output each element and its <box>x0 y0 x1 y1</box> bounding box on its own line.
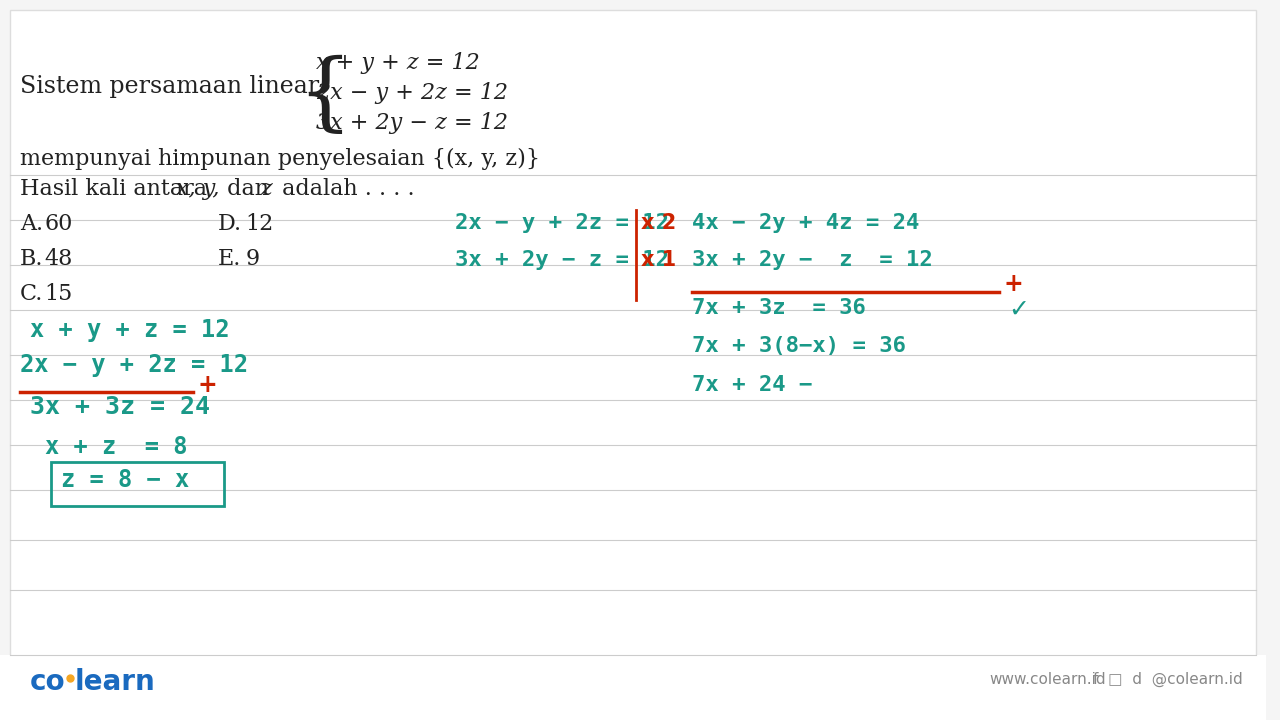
Text: 2x − y + 2z = 12: 2x − y + 2z = 12 <box>316 82 508 104</box>
Text: 15: 15 <box>45 283 73 305</box>
Text: 3x + 2y − z = 12: 3x + 2y − z = 12 <box>316 112 508 134</box>
Text: 12: 12 <box>246 213 274 235</box>
Text: learn: learn <box>74 668 155 696</box>
Text: f  □  d  @colearn.id: f □ d @colearn.id <box>1093 672 1243 687</box>
Text: 9: 9 <box>246 248 260 270</box>
Text: 2x − y + 2z = 12: 2x − y + 2z = 12 <box>454 213 669 233</box>
Text: A.: A. <box>19 213 44 235</box>
Text: mempunyai himpunan penyelesaian {(x, y, z)}: mempunyai himpunan penyelesaian {(x, y, … <box>19 148 540 170</box>
Text: 7x + 24 −: 7x + 24 − <box>692 375 813 395</box>
Text: 2x − y + 2z = 12: 2x − y + 2z = 12 <box>19 353 248 377</box>
Text: co: co <box>29 668 65 696</box>
Text: x 2: x 2 <box>641 213 676 233</box>
Text: 48: 48 <box>45 248 73 270</box>
Text: www.colearn.id: www.colearn.id <box>989 672 1106 687</box>
FancyBboxPatch shape <box>0 655 1266 720</box>
Text: 60: 60 <box>45 213 73 235</box>
Text: z = 8 − x: z = 8 − x <box>61 468 189 492</box>
Text: Sistem persamaan linear: Sistem persamaan linear <box>19 75 319 98</box>
Text: Hasil kali antara: Hasil kali antara <box>19 178 214 200</box>
Text: x + y + z = 12: x + y + z = 12 <box>316 52 480 74</box>
Text: D.: D. <box>218 213 242 235</box>
Text: 7x + 3(8−x) = 36: 7x + 3(8−x) = 36 <box>692 336 906 356</box>
Text: C.: C. <box>19 283 44 305</box>
Text: x + z  = 8: x + z = 8 <box>45 435 187 459</box>
Text: ✓: ✓ <box>1009 298 1029 322</box>
Text: +: + <box>1004 272 1024 296</box>
Text: z: z <box>260 178 271 200</box>
Text: dan: dan <box>220 178 275 200</box>
Text: x 1: x 1 <box>641 250 676 270</box>
Text: +: + <box>198 373 218 397</box>
Text: E.: E. <box>218 248 241 270</box>
Text: {: { <box>297 55 352 138</box>
Text: B.: B. <box>19 248 44 270</box>
Text: 7x + 3z  = 36: 7x + 3z = 36 <box>692 298 867 318</box>
Text: 3x + 2y −  z  = 12: 3x + 2y − z = 12 <box>692 250 933 270</box>
Text: adalah . . . .: adalah . . . . <box>275 178 415 200</box>
FancyBboxPatch shape <box>10 10 1256 670</box>
Text: 4x − 2y + 4z = 24: 4x − 2y + 4z = 24 <box>692 213 919 233</box>
Text: x + y + z = 12: x + y + z = 12 <box>29 318 229 342</box>
Text: 3x + 3z = 24: 3x + 3z = 24 <box>29 395 210 419</box>
Text: 3x + 2y − z = 12: 3x + 2y − z = 12 <box>454 250 669 270</box>
Text: x, y,: x, y, <box>177 178 220 200</box>
